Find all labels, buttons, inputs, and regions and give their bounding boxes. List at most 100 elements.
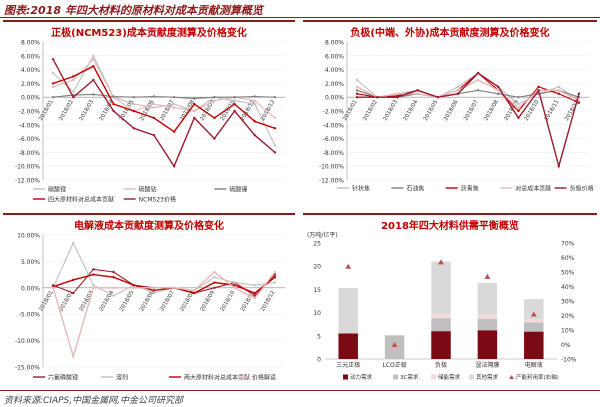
data-point xyxy=(233,102,236,106)
bar-segment xyxy=(338,288,358,334)
data-point xyxy=(273,151,277,154)
y-tick-label: -12.00% xyxy=(319,178,344,185)
data-point xyxy=(416,92,419,95)
data-point xyxy=(273,281,277,284)
data-point xyxy=(193,291,196,295)
x-tick-label: 三元正极 xyxy=(336,361,360,369)
data-point xyxy=(172,96,176,99)
data-point xyxy=(476,89,480,92)
data-point xyxy=(112,270,115,274)
x-tick-label: 2018/05 xyxy=(423,99,440,122)
data-point xyxy=(51,286,55,289)
x-tick-label: 2018/07 xyxy=(159,99,176,122)
data-point xyxy=(253,291,256,295)
utilization-marker xyxy=(484,273,491,279)
y-tick-label: -12.00% xyxy=(15,178,40,185)
data-point xyxy=(253,99,256,102)
series-line xyxy=(356,79,580,109)
data-point xyxy=(396,92,399,95)
chart-title: 正极(NCM523)成本贡献度测算及价格变化 xyxy=(51,28,247,39)
utilization-marker xyxy=(345,263,352,269)
data-point xyxy=(193,102,196,106)
data-point xyxy=(456,85,460,89)
bar-segment xyxy=(431,331,451,359)
data-point xyxy=(376,96,379,99)
panel-electrolyte: 电解液成本贡献度测算及价格变化 -15.00% -10.00% -5.00% 0.00… xyxy=(3,213,295,389)
series-line xyxy=(356,72,580,105)
data-point xyxy=(112,102,115,106)
data-point xyxy=(213,270,216,274)
panel-anode: 负极(中端、外协)成本贡献度测算及价格变化 -12.00% -10.00% -8.0… xyxy=(303,20,597,208)
data-point xyxy=(213,96,216,99)
bar-segment xyxy=(431,318,451,332)
data-point xyxy=(51,71,55,75)
data-point xyxy=(273,116,277,120)
y-tick-label: -10.00% xyxy=(15,338,40,345)
x-tick-label: 2018/03 xyxy=(383,99,400,122)
data-point xyxy=(51,82,55,85)
x-tick-label: 2018/01 xyxy=(38,290,55,313)
chart-title: 电解液成本贡献度测算及价格变化 xyxy=(74,221,224,232)
data-point xyxy=(152,289,156,292)
data-point xyxy=(233,286,236,289)
y-tick-label: -8.00% xyxy=(19,150,41,157)
data-point xyxy=(72,278,75,282)
data-point xyxy=(132,109,135,113)
data-point xyxy=(497,85,500,89)
bar-segment xyxy=(477,313,498,319)
y-tick-label: -2.00% xyxy=(19,109,41,116)
legend-swatch xyxy=(509,375,514,379)
y-tick-label: 0.00% xyxy=(325,95,344,102)
data-point xyxy=(193,289,196,292)
y-tick-label: -8.00% xyxy=(323,150,345,157)
data-point xyxy=(396,96,399,99)
data-point xyxy=(51,96,55,99)
chart-anode: -12.00% -10.00% -8.00% -6.00% -4.00% -2.00% 0.… xyxy=(319,40,594,193)
data-point xyxy=(537,85,540,89)
series-line xyxy=(357,72,580,112)
y2-tick-label: 70% xyxy=(561,241,575,248)
legend-label: 沥青焦 xyxy=(461,185,479,193)
series-line xyxy=(357,72,580,169)
data-point xyxy=(213,286,216,289)
data-point xyxy=(152,106,156,109)
y-tick-label: 8.00% xyxy=(21,40,40,47)
source-note: 资料来源:CIAPS,中国金属网,中金公司研究部 xyxy=(4,396,183,406)
bar-segment xyxy=(524,319,544,323)
y-tick-label: 8.00% xyxy=(325,40,344,47)
y-tick-label: 0.00% xyxy=(21,285,40,292)
panel-band xyxy=(303,213,597,215)
legend-label: 产能利用率(右轴) xyxy=(516,373,559,381)
data-point xyxy=(517,96,520,99)
data-point xyxy=(132,283,135,287)
data-point xyxy=(233,99,236,102)
data-point xyxy=(577,101,581,104)
x-tick-label: 2018/07 xyxy=(463,99,480,122)
y-tick-label: 10 xyxy=(313,310,321,317)
data-point xyxy=(355,96,359,99)
data-point xyxy=(152,116,156,120)
y-tick-label: 6.00% xyxy=(21,53,40,60)
y-tick-label: 0.00% xyxy=(21,95,40,102)
data-point xyxy=(152,133,156,137)
data-point xyxy=(92,54,95,57)
data-point xyxy=(72,355,75,358)
series-line xyxy=(52,58,276,119)
y2-tick-label: 40% xyxy=(561,284,575,291)
data-point xyxy=(172,106,176,109)
data-point xyxy=(273,273,277,276)
data-point xyxy=(213,276,216,279)
data-point xyxy=(273,96,277,99)
legend-label: 六氟磷酸锂 xyxy=(48,374,78,382)
y-tick-label: 5 xyxy=(317,333,321,340)
data-point xyxy=(51,58,55,61)
bar-segment xyxy=(431,261,451,314)
data-point xyxy=(253,297,256,300)
chart-cathode: -12.00% -10.00% -8.00% -6.00% -4.00% -2.00% 0.… xyxy=(15,40,285,204)
data-point xyxy=(92,58,95,61)
data-point xyxy=(517,116,520,120)
series-line xyxy=(52,58,276,168)
x-tick-label: 2018/01 xyxy=(38,99,55,122)
y-tick-label: 10.00% xyxy=(17,233,40,240)
data-point xyxy=(253,283,256,287)
